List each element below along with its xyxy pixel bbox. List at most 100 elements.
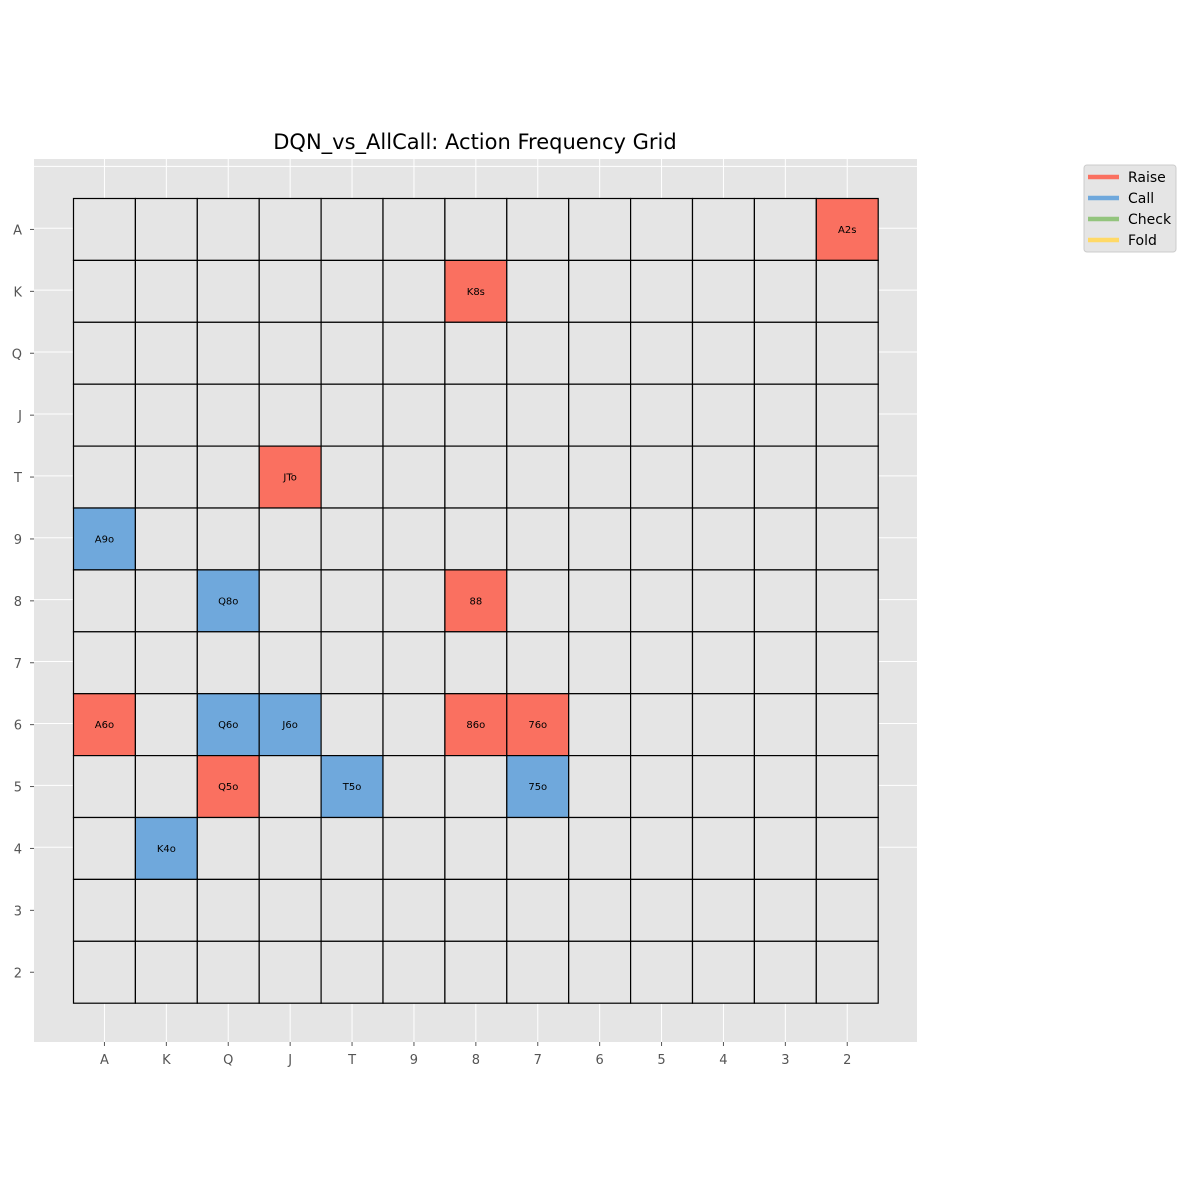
hand-cell-empty [134, 631, 198, 695]
x-tick-label: T [347, 1053, 356, 1068]
x-tick-label: J [287, 1053, 292, 1068]
legend-label-check: Check [1128, 212, 1172, 228]
legend-box [1083, 164, 1177, 253]
hand-cell-empty [444, 321, 508, 385]
hand-cell-empty [629, 878, 694, 942]
hand-cell-empty [444, 631, 508, 695]
hand-cell-empty [196, 878, 260, 942]
hand-cell-empty [134, 754, 198, 819]
hand-cell-empty [753, 197, 817, 262]
hand-cell-empty [320, 321, 384, 385]
x-tick-label: 8 [472, 1053, 480, 1068]
hand-cell-empty [320, 197, 384, 262]
hand-cell-empty [629, 197, 694, 262]
hand-cell-empty [753, 383, 817, 447]
legend-label-fold: Fold [1128, 233, 1157, 249]
hand-cell-empty [382, 383, 446, 447]
cell-label: K8s [467, 287, 485, 298]
hand-cell-empty [444, 445, 508, 509]
hand-cell-empty [629, 693, 694, 757]
hand-cell-empty [196, 816, 260, 881]
hand-cell-t5o [320, 754, 384, 819]
y-tick-label: A [13, 223, 22, 238]
hand-cell-empty [568, 321, 632, 385]
y-tick-label: T [13, 471, 22, 486]
hand-cell-empty [134, 197, 198, 262]
hand-cell-empty [382, 445, 446, 509]
hand-cell-empty [506, 569, 570, 633]
x-tick-label: 2 [843, 1053, 851, 1068]
hand-cell-empty [629, 383, 694, 447]
hand-cell-empty [382, 940, 446, 1004]
hand-cell-empty [134, 383, 198, 447]
hand-cell-empty [815, 693, 879, 757]
hand-cell-empty [568, 383, 632, 447]
hand-cell-empty [320, 259, 384, 323]
hand-cell-empty [506, 631, 570, 695]
cell-label: 88 [469, 596, 482, 607]
hand-cell-88 [444, 569, 508, 633]
hand-cell-empty [815, 259, 879, 323]
hand-cell-empty [196, 940, 260, 1004]
y-tick-label: Q [12, 347, 22, 362]
cell-label: J6o [281, 720, 297, 731]
hand-cell-empty [320, 445, 384, 509]
hand-cell-empty [134, 321, 198, 385]
y-tick-label: K [13, 285, 22, 300]
hand-cell-empty [320, 507, 384, 571]
hand-cell-empty [258, 754, 322, 819]
hand-cell-empty [506, 383, 570, 447]
hand-cell-empty [568, 940, 632, 1004]
hand-cell-empty [196, 445, 260, 509]
hand-cell-empty [815, 816, 879, 881]
hand-cell-empty [506, 878, 570, 942]
hand-cell-empty [815, 754, 879, 819]
hand-cell-empty [691, 631, 756, 695]
hand-cell-empty [629, 507, 694, 571]
hand-cell-empty [134, 507, 198, 571]
y-axis: A K Q J T 9 8 7 6 5 4 3 2 [12, 223, 34, 981]
hand-cell-empty [258, 631, 322, 695]
hand-cell-empty [691, 321, 756, 385]
hand-cell-empty [753, 321, 817, 385]
hand-cell-empty [196, 321, 260, 385]
hand-cell-empty [568, 631, 632, 695]
legend-label-raise: Raise [1128, 170, 1166, 186]
hand-cell-empty [568, 878, 632, 942]
hand-cell-empty [568, 693, 632, 757]
hand-cell-empty [72, 197, 137, 262]
hand-cell-empty [72, 569, 137, 633]
hand-cell-k4o [134, 816, 198, 881]
hand-cell-empty [815, 940, 879, 1004]
hand-cell-empty [444, 754, 508, 819]
hand-cell-empty [258, 569, 322, 633]
y-tick-label: 7 [14, 657, 22, 672]
hand-cell-a9o [72, 507, 137, 571]
hand-cell-empty [506, 321, 570, 385]
hand-cell-empty [320, 878, 384, 942]
hand-cell-empty [382, 321, 446, 385]
hand-cell-empty [382, 569, 446, 633]
hand-cell-empty [258, 940, 322, 1004]
hand-cell-empty [320, 631, 384, 695]
hand-cell-a2s [815, 197, 879, 262]
hand-cell-empty [72, 631, 137, 695]
hand-cell-86o [444, 693, 508, 757]
hand-cell-empty [753, 631, 817, 695]
x-tick-label: A [100, 1053, 109, 1068]
hand-cell-empty [691, 507, 756, 571]
hand-cell-empty [506, 197, 570, 262]
x-axis: A K Q J T 9 8 7 6 5 4 3 2 [100, 1042, 851, 1068]
hand-cell-empty [382, 816, 446, 881]
hand-cell-empty [691, 259, 756, 323]
hand-cell-empty [382, 693, 446, 757]
y-tick-label: 6 [14, 719, 22, 734]
hand-cell-empty [815, 569, 879, 633]
hand-cell-empty [629, 940, 694, 1004]
hand-cell-empty [258, 197, 322, 262]
cell-label: 86o [466, 720, 485, 731]
hand-cell-empty [258, 321, 322, 385]
hand-cell-jto [258, 445, 322, 509]
hand-cell-empty [382, 878, 446, 942]
hand-cell-a6o [72, 693, 137, 757]
